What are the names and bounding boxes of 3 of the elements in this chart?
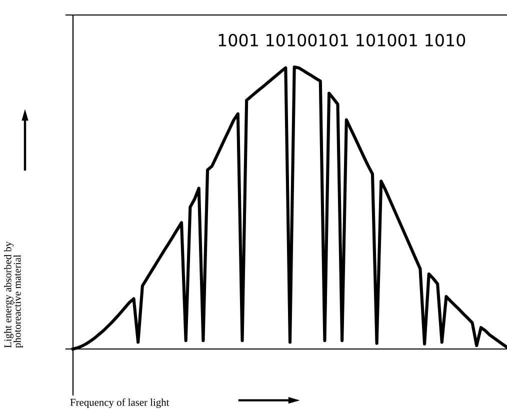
text: 1001 10100101 101001 1010 <box>218 34 466 46</box>
x-axis-title: Frequency of laser light <box>70 398 170 408</box>
y-axis-title: Light energy absorbed by photoreactive material <box>4 241 23 348</box>
